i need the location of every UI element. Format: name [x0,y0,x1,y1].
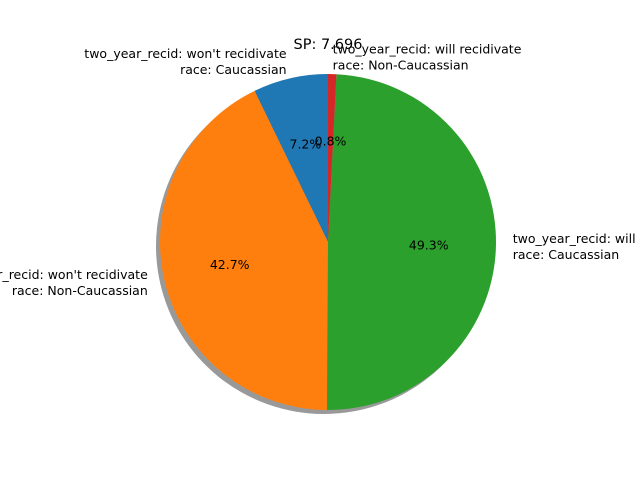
pie-slice-race-caucassian-two-year-recid-will-recidivate [326,74,497,410]
pie-percent-label: 7.2% [290,136,322,151]
pie-category-label-line: race: Caucassian [513,247,619,262]
pie-category-label: two_year_recid: will recidivate race: Non… [333,41,522,72]
pie-category-label: two_year_recid: won't recidivate race: Ca… [84,46,287,77]
pie-percent-labels: 7.2% 42.7% 49.3% 0.8% [210,134,449,272]
pie-slice-race-caucassian-two-year-recid-won-t-recidivate [254,74,328,242]
pie-slice-race-non-caucassian-two-year-recid-won-t-recidivate [160,90,328,410]
pie-percent-label: 49.3% [409,237,449,252]
pie-category-label-line: two_year_recid: won't recidivate [84,46,287,61]
pie-category-label-line: race: Caucassian [180,62,286,77]
pie-category-labels: two_year_recid: won't recidivate race: Ca… [0,41,640,298]
pie-percent-label: 42.7% [210,257,250,272]
pie-category-label-line: two_year_recid: won't recidivate [0,267,148,282]
chart-title: SP: 7.696 [294,37,363,53]
pie-slices [160,74,497,410]
pie-category-label-line: race: Non-Caucassian [12,283,148,298]
pie-slice-race-non-caucassian-two-year-recid-will-recidivate [328,74,337,242]
pie-category-label-line: two_year_recid: will recidivate [333,41,522,56]
pie-percent-label: 0.8% [315,134,347,149]
pie-category-label-line: race: Non-Caucassian [333,57,469,72]
pie-category-label-line: two_year_recid: will recidivate [513,231,640,246]
